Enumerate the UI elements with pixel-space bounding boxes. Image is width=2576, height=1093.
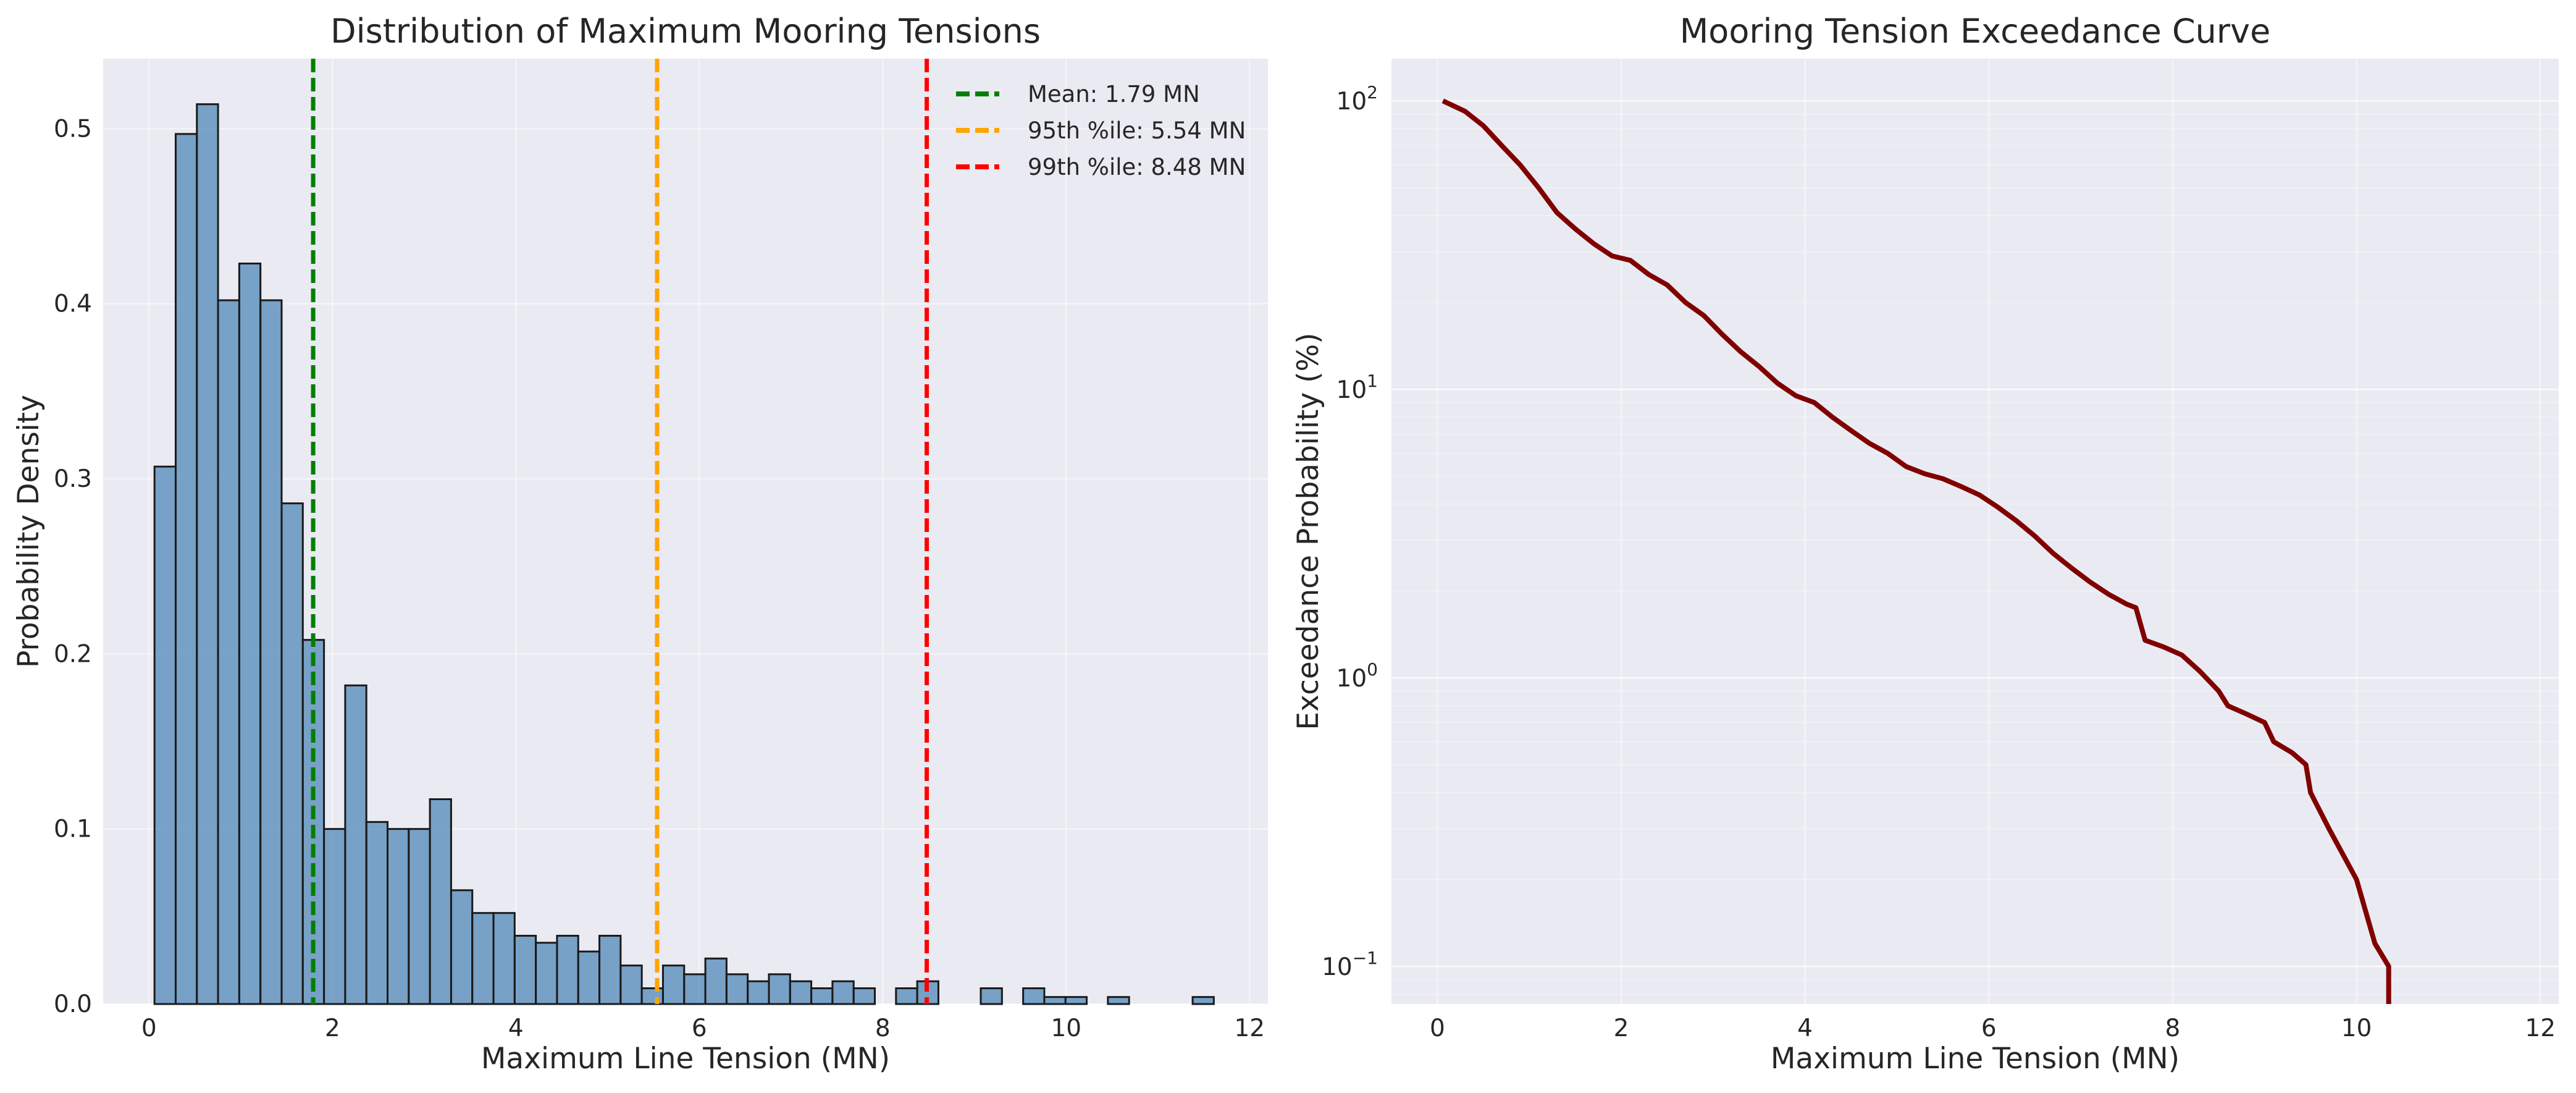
histogram-x-axis-label: Maximum Line Tension (MN) [481, 1042, 890, 1076]
histogram-bar [153, 465, 177, 1005]
exceedance-x-axis-label: Maximum Line Tension (MN) [1771, 1042, 2180, 1076]
histogram-bars [153, 103, 1215, 1005]
histogram-legend: Mean: 1.79 MN 95th %ile: 5.54 MN 99th %i… [956, 81, 1246, 180]
exceedance-x-tick-label: 2 [1614, 1015, 1629, 1042]
histogram-bar [535, 942, 558, 1005]
histogram-bar [408, 828, 431, 1005]
exceedance-y-axis-label: Exceedance Probability (%) [1291, 332, 1325, 730]
histogram-bar [492, 912, 516, 1005]
exceedance-x-tick-label: 10 [2341, 1015, 2372, 1042]
histogram-bar [852, 987, 876, 1005]
histogram-bar [768, 973, 791, 1005]
histogram-bar [259, 299, 283, 1005]
histogram-bar [513, 935, 537, 1005]
histogram-bar [174, 133, 198, 1005]
histogram-bar [810, 987, 834, 1005]
histogram-x-tick-label: 2 [325, 1015, 340, 1042]
histogram-y-tick-label: 0.0 [54, 990, 92, 1018]
histogram-bar [747, 980, 770, 1005]
histogram-bar [280, 502, 304, 1005]
histogram-y-tick-label: 0.2 [54, 640, 92, 668]
exceedance-x-tick-label: 0 [1430, 1015, 1445, 1042]
histogram-bar [704, 957, 728, 1005]
histogram-bar [640, 987, 664, 1005]
histogram-title: Distribution of Maximum Mooring Tensions [330, 12, 1041, 51]
histogram-bar [1043, 996, 1067, 1005]
histogram-x-tick-label: 4 [508, 1015, 524, 1042]
exceedance-y-tick-label: 102 [1336, 82, 1378, 116]
exceedance-curve-line [1441, 98, 2391, 1004]
histogram-bar [1022, 987, 1046, 1005]
exceedance-panel: 0 2 4 6 8 10 12 10−1 100 101 102 Mooring Tension E… [1291, 12, 2559, 1076]
histogram-bar [831, 980, 855, 1005]
histogram-bar [344, 684, 367, 1005]
histogram-bar [429, 798, 452, 1005]
histogram-bar [471, 912, 495, 1005]
histogram-bar [598, 935, 622, 1005]
histogram-x-tick-label: 8 [875, 1015, 891, 1042]
exceedance-tick-labels: 0 2 4 6 8 10 12 10−1 100 101 102 [1322, 82, 2556, 1042]
histogram-bar [556, 935, 579, 1005]
exceedance-x-tick-label: 6 [1981, 1015, 1997, 1042]
exceedance-gridlines [1391, 59, 2559, 1004]
histogram-bar [365, 821, 389, 1005]
histogram-bar [980, 987, 1003, 1005]
legend-mean-label: Mean: 1.79 MN [1028, 81, 1200, 108]
histogram-bar [238, 263, 262, 1005]
histogram-tick-labels: 0 2 4 6 8 10 12 0.0 0.1 0.2 0.3 0.4 0.5 [54, 115, 1265, 1042]
exceedance-x-tick-label: 12 [2525, 1015, 2556, 1042]
histogram-bar [683, 973, 707, 1005]
histogram-bar [217, 299, 240, 1005]
exceedance-x-tick-label: 4 [1797, 1015, 1813, 1042]
histogram-bar [895, 987, 918, 1005]
exceedance-y-tick-label: 101 [1336, 371, 1378, 404]
histogram-reference-lines [311, 59, 929, 1004]
histogram-y-tick-label: 0.5 [54, 115, 92, 143]
histogram-y-axis-label: Probability Density [12, 395, 46, 668]
legend-p99-label: 99th %ile: 8.48 MN [1028, 154, 1246, 180]
histogram-bar [725, 973, 749, 1005]
histogram-panel: 0 2 4 6 8 10 12 0.0 0.1 0.2 0.3 0.4 0.5 Distribution… [12, 12, 1268, 1076]
histogram-bar [1107, 996, 1130, 1005]
histogram-y-tick-label: 0.1 [54, 816, 92, 843]
histogram-bar [661, 964, 686, 1005]
histogram-bar [196, 103, 219, 1005]
histogram-bar [323, 828, 346, 1005]
histogram-x-tick-label: 10 [1051, 1015, 1081, 1042]
legend-p95-label: 95th %ile: 5.54 MN [1028, 117, 1246, 144]
exceedance-plot-area [1391, 59, 2559, 1004]
histogram-bar [789, 980, 813, 1005]
histogram-y-tick-label: 0.3 [54, 465, 92, 493]
exceedance-y-tick-label: 100 [1336, 659, 1378, 693]
histogram-bar [450, 889, 474, 1005]
histogram-bar [387, 828, 410, 1005]
histogram-x-tick-label: 0 [141, 1015, 157, 1042]
histogram-bar [1064, 996, 1088, 1005]
histogram-bar [619, 964, 643, 1005]
histogram-y-tick-label: 0.4 [54, 290, 92, 318]
histogram-x-tick-label: 12 [1234, 1015, 1265, 1042]
histogram-bar [577, 950, 601, 1005]
exceedance-x-tick-label: 8 [2165, 1015, 2181, 1042]
exceedance-y-tick-label: 10−1 [1322, 948, 1378, 981]
histogram-x-tick-label: 6 [692, 1015, 707, 1042]
exceedance-title: Mooring Tension Exceedance Curve [1680, 12, 2271, 51]
histogram-bar [1191, 996, 1215, 1005]
